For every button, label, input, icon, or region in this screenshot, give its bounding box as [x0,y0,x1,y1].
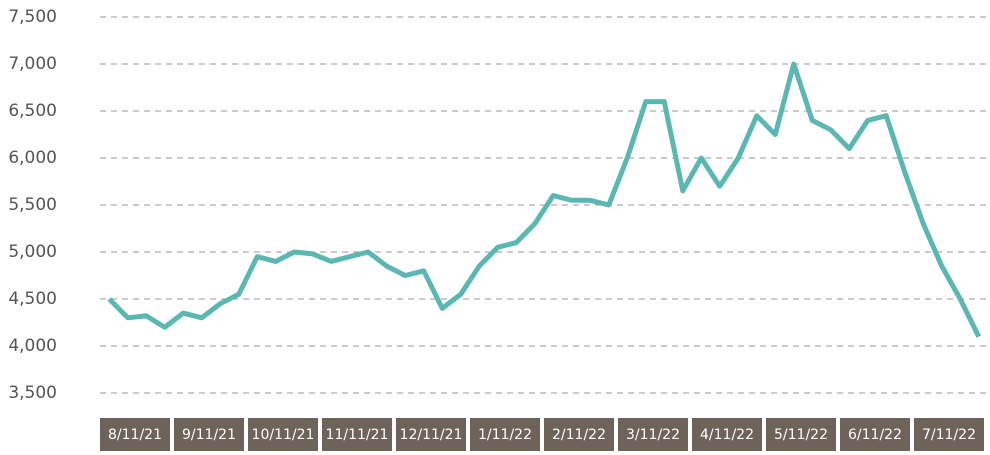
x-label-box [470,418,540,451]
x-label-box [692,418,762,451]
x-tick-label: 1/11/22 [478,427,532,443]
x-label-box [618,418,688,451]
line [107,61,981,338]
y-tick-label: 6,500 [8,101,57,121]
x-tick-label: 9/11/21 [182,427,236,443]
x-label-box [174,418,244,451]
x-tick-label: 8/11/21 [108,427,162,443]
x-label-box [840,418,910,451]
x-tick-label: 6/11/22 [848,427,902,443]
x-tick-label: 2/11/22 [552,427,606,443]
x-label-box [914,418,984,451]
y-tick-label: 4,000 [8,336,57,356]
y-tick-label: 3,500 [8,383,57,403]
x-label-box [396,418,466,451]
x-tick-label: 12/11/21 [400,427,463,443]
x-tick-label: 11/11/21 [326,427,389,443]
y-tick-label: 6,000 [8,148,57,168]
x-label-box [248,418,318,451]
y-tick-label: 7,500 [8,7,57,27]
y-tick-label: 5,000 [8,242,57,262]
y-tick-label: 7,000 [8,54,57,74]
x-tick-label: 4/11/22 [700,427,754,443]
x-label-box [100,418,170,451]
x-tick-label: 5/11/22 [774,427,828,443]
x-tick-label: 7/11/22 [922,427,976,443]
x-label-box [544,418,614,451]
x-tick-label: 3/11/22 [626,427,680,443]
y-tick-label: 4,500 [8,289,57,309]
x-tick-label: 10/11/21 [252,427,315,443]
x-label-box [322,418,392,451]
x-label-box [766,418,836,451]
y-tick-label: 5,500 [8,195,57,215]
